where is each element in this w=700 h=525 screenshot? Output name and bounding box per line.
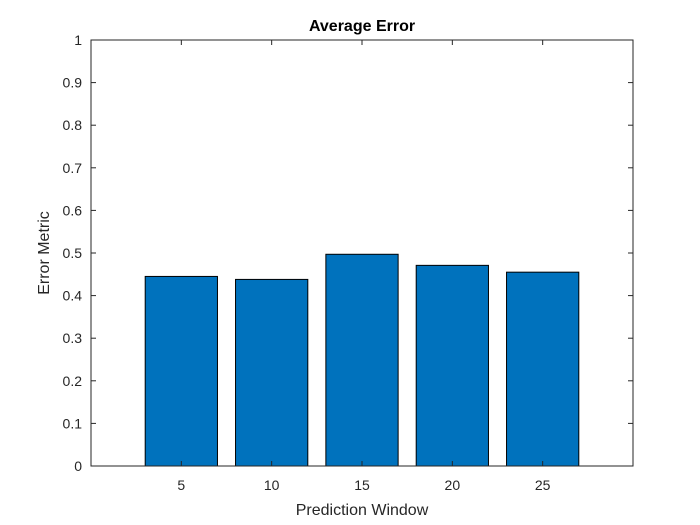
x-tick-label: 10 bbox=[264, 477, 280, 493]
chart-title: Average Error bbox=[309, 18, 415, 35]
y-tick-label: 0.4 bbox=[63, 288, 83, 304]
y-tick-label: 0.5 bbox=[63, 245, 83, 261]
y-tick-label: 1 bbox=[74, 32, 82, 48]
x-tick-label: 15 bbox=[354, 477, 370, 493]
bars-group bbox=[144, 253, 580, 467]
y-tick-label: 0.8 bbox=[63, 117, 83, 133]
x-tick-label: 25 bbox=[535, 477, 551, 493]
x-tick-label: 5 bbox=[177, 477, 185, 493]
y-tick-label: 0 bbox=[74, 458, 82, 474]
y-tick-label: 0.7 bbox=[63, 160, 83, 176]
y-tick-label: 0.3 bbox=[63, 330, 83, 346]
y-tick-label: 0.9 bbox=[63, 75, 83, 91]
y-tick-label: 0.1 bbox=[63, 415, 83, 431]
x-ticks-group: 5 10 15 20 25 bbox=[177, 40, 551, 493]
bar bbox=[235, 278, 309, 467]
y-tick-label: 0.6 bbox=[63, 202, 83, 218]
x-tick-label: 20 bbox=[445, 477, 461, 493]
y-axis-label: Error Metric bbox=[36, 211, 53, 295]
bar bbox=[144, 275, 218, 467]
y-tick-label: 0.2 bbox=[63, 373, 83, 389]
x-axis-label: Prediction Window bbox=[296, 502, 429, 519]
y-ticks-group: 0 0.1 0.2 0.3 0.4 0.5 0.6 0.7 0.8 0.9 1 bbox=[63, 32, 633, 474]
bar bbox=[415, 264, 489, 467]
bar bbox=[506, 271, 580, 467]
bar bbox=[325, 253, 399, 467]
